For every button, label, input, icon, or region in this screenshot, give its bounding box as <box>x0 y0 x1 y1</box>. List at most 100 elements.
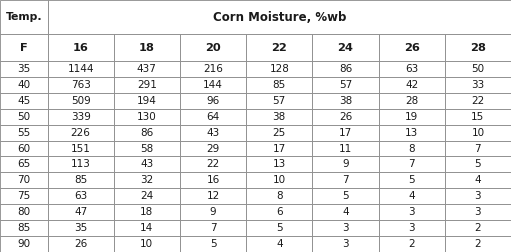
Bar <box>312 125 379 141</box>
Bar <box>180 236 246 252</box>
Text: 4: 4 <box>475 175 481 185</box>
Text: 45: 45 <box>17 96 30 106</box>
Bar <box>114 77 180 93</box>
Bar <box>48 125 114 141</box>
Text: 38: 38 <box>339 96 352 106</box>
Bar <box>379 220 445 236</box>
Text: 18: 18 <box>139 43 155 52</box>
Text: 64: 64 <box>206 112 220 122</box>
Text: 763: 763 <box>71 80 90 90</box>
Text: 4: 4 <box>276 239 283 249</box>
Text: 16: 16 <box>73 43 88 52</box>
Bar <box>312 156 379 172</box>
Bar <box>114 236 180 252</box>
Bar <box>445 109 511 125</box>
Text: 19: 19 <box>405 112 419 122</box>
Bar <box>114 141 180 156</box>
Bar <box>445 188 511 204</box>
Bar <box>312 61 379 77</box>
Text: 1144: 1144 <box>67 64 94 74</box>
Text: 8: 8 <box>408 144 415 153</box>
Text: 33: 33 <box>471 80 484 90</box>
Text: 130: 130 <box>137 112 157 122</box>
Bar <box>445 61 511 77</box>
Bar <box>48 220 114 236</box>
Bar <box>379 77 445 93</box>
Text: 5: 5 <box>408 175 415 185</box>
Text: 13: 13 <box>273 160 286 169</box>
Text: 75: 75 <box>17 191 30 201</box>
Text: 10: 10 <box>273 175 286 185</box>
Bar <box>180 172 246 188</box>
Bar <box>180 125 246 141</box>
Bar <box>379 61 445 77</box>
Text: 144: 144 <box>203 80 223 90</box>
Bar <box>246 77 312 93</box>
Text: Corn Moisture, %wb: Corn Moisture, %wb <box>213 11 346 23</box>
Bar <box>312 141 379 156</box>
Text: 16: 16 <box>206 175 220 185</box>
Text: 3: 3 <box>342 223 349 233</box>
Bar <box>0 220 48 236</box>
Text: 70: 70 <box>17 175 30 185</box>
Text: 6: 6 <box>276 207 283 217</box>
Text: 3: 3 <box>475 191 481 201</box>
Text: 86: 86 <box>140 128 153 138</box>
Bar <box>114 188 180 204</box>
Bar <box>445 220 511 236</box>
Text: 3: 3 <box>408 223 415 233</box>
Text: 151: 151 <box>71 144 90 153</box>
Bar <box>379 93 445 109</box>
Bar <box>246 61 312 77</box>
Text: 24: 24 <box>338 43 354 52</box>
Bar <box>0 172 48 188</box>
Bar <box>379 204 445 220</box>
Bar <box>379 156 445 172</box>
Text: 57: 57 <box>339 80 352 90</box>
Text: 7: 7 <box>342 175 349 185</box>
Text: 43: 43 <box>206 128 220 138</box>
Text: 9: 9 <box>342 160 349 169</box>
Bar <box>312 204 379 220</box>
Bar <box>48 77 114 93</box>
Bar <box>48 0 511 34</box>
Text: 24: 24 <box>140 191 153 201</box>
Bar <box>180 109 246 125</box>
Bar <box>114 156 180 172</box>
Bar <box>312 34 379 61</box>
Text: 22: 22 <box>206 160 220 169</box>
Text: 11: 11 <box>339 144 352 153</box>
Text: 5: 5 <box>276 223 283 233</box>
Bar <box>379 172 445 188</box>
Text: 35: 35 <box>17 64 30 74</box>
Text: 5: 5 <box>342 191 349 201</box>
Bar <box>312 77 379 93</box>
Text: 38: 38 <box>273 112 286 122</box>
Text: 3: 3 <box>475 207 481 217</box>
Bar <box>114 172 180 188</box>
Bar <box>180 61 246 77</box>
Text: 85: 85 <box>74 175 87 185</box>
Bar <box>246 188 312 204</box>
Text: 22: 22 <box>471 96 484 106</box>
Text: 17: 17 <box>273 144 286 153</box>
Text: 216: 216 <box>203 64 223 74</box>
Text: 50: 50 <box>17 112 30 122</box>
Bar <box>48 204 114 220</box>
Text: 4: 4 <box>408 191 415 201</box>
Bar <box>445 236 511 252</box>
Text: 9: 9 <box>210 207 216 217</box>
Bar <box>180 220 246 236</box>
Text: 2: 2 <box>408 239 415 249</box>
Bar <box>0 34 48 61</box>
Text: 86: 86 <box>339 64 352 74</box>
Text: 26: 26 <box>339 112 352 122</box>
Text: 80: 80 <box>17 207 30 217</box>
Text: 40: 40 <box>17 80 30 90</box>
Text: 128: 128 <box>269 64 289 74</box>
Bar <box>246 109 312 125</box>
Bar <box>180 156 246 172</box>
Bar <box>180 77 246 93</box>
Bar <box>180 141 246 156</box>
Text: 339: 339 <box>71 112 90 122</box>
